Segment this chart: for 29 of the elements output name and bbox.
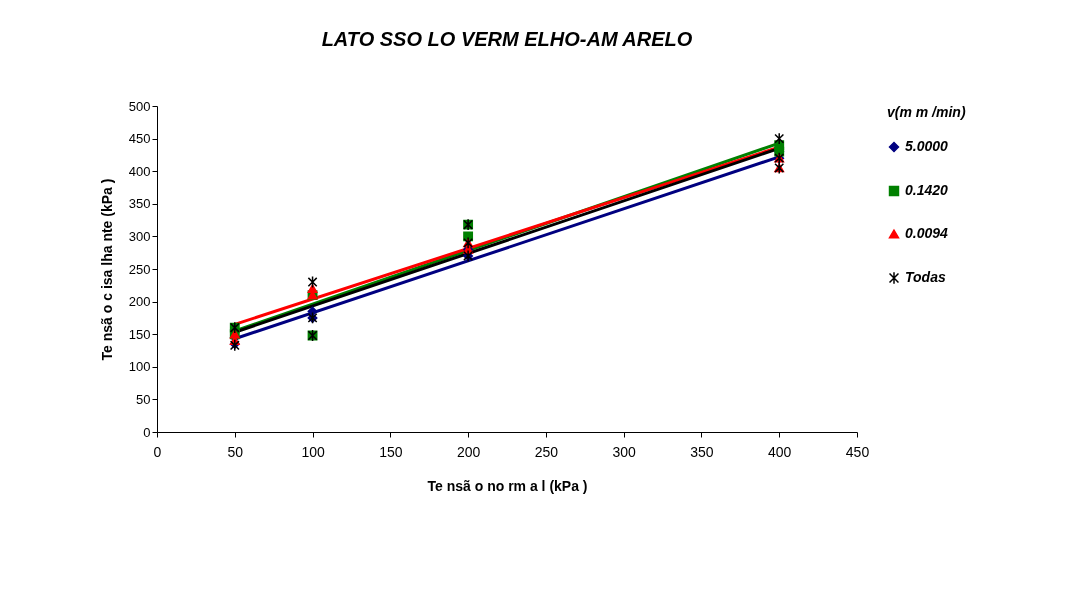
y-tick-label: 200 <box>128 294 151 310</box>
x-tick-label: 100 <box>301 443 325 460</box>
x-tick-label: 200 <box>456 443 481 460</box>
x-tick-label: 0 <box>153 443 162 460</box>
x-tick-label: 450 <box>845 443 870 460</box>
x-tick-label: 300 <box>612 443 637 460</box>
y-tick-label: 450 <box>128 131 151 147</box>
y-axis-title: Te nsã o c isa lha nte (kPa ) <box>98 178 115 361</box>
x-axis-title: Te nsã o no rm a l (kPa ) <box>427 477 588 494</box>
legend-label: 0.0094 <box>905 225 949 241</box>
chart-title: LATO SSO LO VERM ELHO-AM ARELO <box>321 28 693 50</box>
x-tick-label: 350 <box>690 443 714 460</box>
y-tick-label: 50 <box>136 391 151 407</box>
x-tick-label: 400 <box>768 443 792 460</box>
y-tick-label: 0 <box>143 424 151 440</box>
x-tick-label: 50 <box>227 443 244 460</box>
legend-label: 0.1420 <box>905 182 949 198</box>
legend-title: v(m m /min) <box>887 104 966 120</box>
x-tick-label: 250 <box>534 443 559 460</box>
y-tick-label: 500 <box>128 98 151 114</box>
y-tick-label: 150 <box>128 326 151 342</box>
y-tick-label: 350 <box>128 196 151 212</box>
y-tick-label: 400 <box>128 163 151 179</box>
legend-label: 5.0000 <box>905 138 949 154</box>
y-tick-label: 300 <box>128 228 151 244</box>
legend-label: Todas <box>905 269 946 285</box>
x-tick-label: 150 <box>379 443 403 460</box>
y-tick-label: 100 <box>128 359 151 375</box>
y-tick-label: 250 <box>128 261 151 277</box>
